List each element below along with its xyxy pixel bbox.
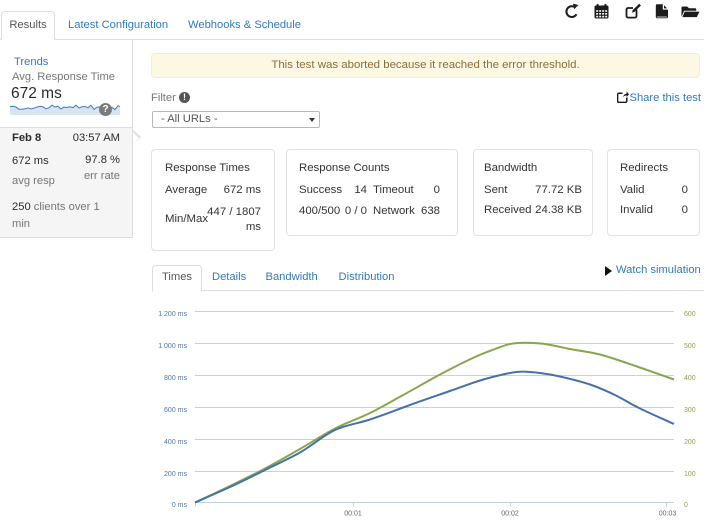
svg-text:00:02: 00:02: [501, 511, 519, 518]
svg-text:00:01: 00:01: [344, 511, 362, 518]
svg-text:0 ms: 0 ms: [172, 502, 188, 509]
svg-text:300: 300: [684, 407, 696, 414]
svg-text:0: 0: [684, 502, 688, 509]
svg-text:1 200 ms: 1 200 ms: [158, 311, 187, 318]
svg-text:400 ms: 400 ms: [164, 439, 187, 446]
svg-text:100: 100: [684, 471, 696, 478]
svg-text:200 ms: 200 ms: [164, 471, 187, 478]
svg-text:200: 200: [684, 439, 696, 446]
svg-text:500: 500: [684, 343, 696, 350]
svg-text:00:03: 00:03: [659, 511, 677, 518]
svg-text:1 000 ms: 1 000 ms: [158, 343, 187, 350]
svg-text:800 ms: 800 ms: [164, 375, 187, 382]
svg-text:400: 400: [684, 375, 696, 382]
svg-text:600 ms: 600 ms: [164, 407, 187, 414]
svg-text:600: 600: [684, 311, 696, 318]
